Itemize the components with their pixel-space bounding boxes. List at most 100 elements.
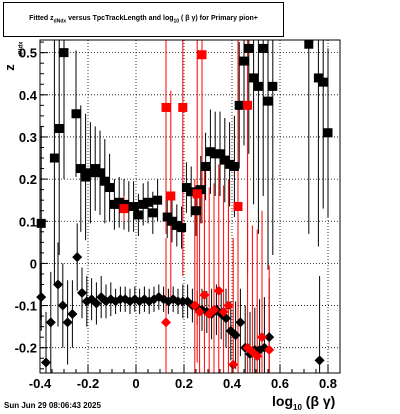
square-marker (59, 48, 69, 58)
title-sub: 10 (173, 18, 180, 25)
square-marker (54, 124, 64, 134)
square-marker (249, 73, 259, 83)
y-tick-label: 0.5 (19, 46, 37, 61)
square-marker (124, 202, 134, 211)
x-tick-label: 0.4 (223, 376, 242, 391)
square-marker (109, 199, 119, 209)
square-marker (153, 195, 163, 205)
square-marker (313, 73, 323, 83)
diamond-marker (223, 300, 234, 311)
diamond-marker (213, 285, 224, 296)
diamond-marker (189, 300, 200, 311)
square-marker (225, 159, 235, 169)
square-marker (181, 183, 191, 193)
square-marker (186, 187, 196, 197)
diamond-marker (77, 287, 87, 298)
square-marker (229, 161, 239, 171)
x-axis-label-post: (β γ) (301, 393, 336, 409)
square-marker (71, 109, 81, 119)
x-tick-label: 0.8 (319, 376, 337, 391)
diamond-marker (53, 279, 63, 290)
square-marker (133, 210, 143, 220)
square-marker (201, 161, 211, 171)
diamond-marker (36, 292, 47, 303)
square-marker (100, 176, 110, 186)
diamond-marker (264, 332, 275, 343)
plot-frame (39, 39, 341, 374)
y-tick-label: 0.3 (19, 130, 37, 145)
square-marker (323, 128, 333, 138)
square-marker (192, 189, 202, 199)
square-marker (161, 102, 171, 112)
square-marker (243, 100, 253, 110)
square-marker (143, 197, 153, 207)
diamond-marker (252, 351, 263, 362)
axes: -0.4 -0.2 0 0.2 0.4 0.6 0.8 -0.2 -0.1 0 0.1 0.2 0.3 0… (15, 39, 341, 391)
diamond-marker (218, 306, 229, 317)
square-marker (253, 81, 263, 91)
square-marker (166, 191, 176, 201)
square-marker (258, 43, 268, 53)
title-part: Fitted z (29, 15, 54, 22)
square-marker (95, 168, 105, 178)
square-marker (85, 168, 95, 178)
square-marker (197, 50, 207, 60)
diamond-marker (235, 317, 246, 328)
square-marker (318, 77, 328, 87)
x-axis-label: log (272, 393, 293, 409)
y-tick-label: 0.4 (19, 88, 38, 103)
diamond-marker (264, 344, 275, 355)
y-tick-label: 0.1 (19, 214, 37, 229)
chart-title-box: Fitted zdNdx versus TpcTrackLength and l… (3, 2, 284, 37)
diamond-marker (194, 306, 205, 317)
title-part: ( β γ) for Primary pion+ (179, 15, 258, 22)
square-marker (148, 208, 158, 218)
y-tick-label: -0.2 (15, 341, 37, 356)
diamond-marker (230, 330, 241, 341)
square-marker (129, 202, 139, 211)
square-marker (233, 202, 243, 211)
title-sub: dNdx (53, 18, 67, 25)
square-marker (244, 43, 254, 53)
square-marker (76, 164, 86, 174)
diamond-marker (228, 359, 239, 370)
diamond-marker (209, 304, 219, 315)
square-marker (263, 96, 273, 106)
x-axis-label-sub: 10 (293, 402, 302, 412)
diamond-marker (199, 290, 210, 301)
diamond-marker (161, 317, 171, 328)
square-marker (178, 102, 188, 112)
y-tick-label: 0.2 (19, 172, 37, 187)
square-marker (210, 149, 220, 159)
square-marker (234, 100, 244, 110)
grid (40, 40, 340, 373)
square-marker (90, 164, 100, 174)
square-marker (205, 147, 215, 157)
title-part: versus TpcTrackLength and log (66, 15, 174, 22)
diamond-marker (41, 357, 51, 368)
error-bars (40, 40, 329, 373)
diamond-marker (45, 317, 56, 328)
square-marker (105, 183, 115, 193)
square-marker (239, 56, 249, 66)
square-marker (268, 81, 278, 91)
square-marker (167, 216, 177, 226)
square-marker (138, 199, 148, 209)
x-tick-label: 0 (132, 376, 139, 391)
x-tick-label: -0.4 (29, 376, 52, 391)
x-axis-title: log10 (β γ) (272, 393, 335, 412)
square-marker (162, 212, 172, 222)
data-markers (36, 39, 333, 370)
x-tick-label: 0.2 (175, 376, 193, 391)
chart-title: Fitted zdNdx versus TpcTrackLength and l… (4, 15, 283, 24)
square-marker (215, 149, 225, 159)
square-marker (119, 204, 129, 214)
diamond-marker (62, 317, 73, 328)
diamond-marker (257, 332, 267, 343)
x-tick-label: 0.6 (271, 376, 289, 391)
date-stamp: Sun Jun 29 08:06:43 2025 (4, 401, 101, 410)
diamond-marker (314, 355, 325, 366)
diamond-marker (57, 300, 68, 311)
y-tick-label: 0 (30, 256, 37, 271)
